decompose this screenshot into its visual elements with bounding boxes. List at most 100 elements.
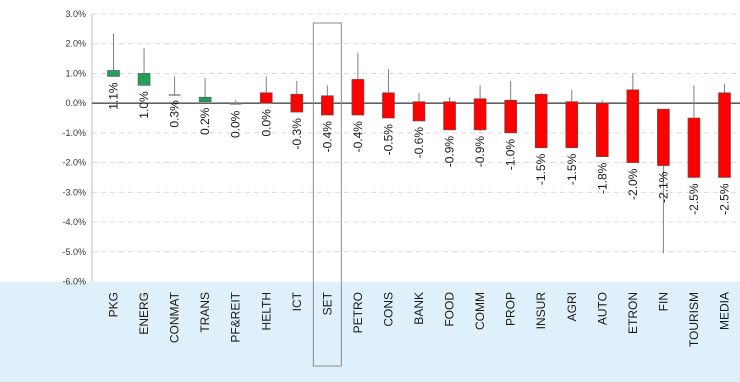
x-tick-label-media: MEDIA [718,292,732,330]
data-label-trans: 0.2% [198,107,212,135]
data-label-food: -0.9% [443,136,457,168]
candle-body [168,94,181,96]
candle-insur [534,92,548,149]
data-label-helth: 0.0% [259,109,273,137]
y-tick-label: -6.0% [62,277,86,287]
candle-bank [412,92,426,122]
data-label-bank: -0.6% [412,127,426,159]
x-axis-band [0,281,740,382]
data-label-tourism: -2.5% [687,183,701,215]
y-tick-label: 0.0% [65,98,86,108]
data-label-ict: -0.3% [290,118,304,150]
x-tick-label-ict: ICT [290,291,304,311]
x-tick-label-petro: PETRO [351,292,365,333]
data-label-auto: -1.8% [595,162,609,194]
x-tick-label-etron: ETRON [626,292,640,334]
candle-cons [382,68,395,119]
candle-body [382,92,395,119]
candle-ict [290,80,304,113]
y-tick-label: -1.0% [62,128,86,138]
data-label-conmat: 0.3% [168,100,182,128]
y-tick-label: -5.0% [62,247,86,257]
y-tick-label: 2.0% [65,39,86,49]
candle-body [687,117,701,178]
candle-food [443,97,456,131]
candle-body [259,92,273,104]
candle-set [321,85,334,116]
candle-body [351,79,365,116]
candle-body [107,70,120,77]
data-label-insur: -1.5% [534,153,548,185]
candle-conmat [168,76,181,96]
candle-comm [473,85,487,132]
highlight-box [312,22,342,367]
candle-body [321,95,334,116]
candle-petro [351,52,365,116]
y-tick-label: -2.0% [62,158,86,168]
data-label-agri: -1.5% [565,153,579,185]
candle-trans [198,77,212,102]
data-label-pkg: 1.1% [107,82,121,110]
x-tick-label-tourism: TOURISM [687,292,701,347]
data-label-comm: -0.9% [473,136,487,168]
candles [107,33,731,254]
candle-media [718,83,731,178]
y-axis-tick-labels: 3.0% 2.0% 1.0% 0.0% -1.0% -2.0% -3.0% -4.0% -5.0… [62,9,86,287]
candle-body [229,103,242,105]
candle-auto [595,100,609,157]
data-label-fin: -2.1% [656,171,670,203]
x-tick-label-bank: BANK [412,292,426,325]
data-label-energ: 1.0% [137,91,151,119]
x-tick-label-insur: INSUR [534,292,548,330]
y-tick-label: 3.0% [65,9,86,19]
candle-body [412,101,426,122]
candle-fin [657,108,670,254]
candle-body [565,101,579,149]
data-label-set: -0.4% [320,121,334,153]
candle-helth [259,76,273,104]
x-tick-label-pkg: PKG [107,292,121,317]
y-tick-label: -3.0% [62,187,86,197]
x-tick-label-energ: ENERG [137,292,151,335]
x-tick-label-trans: TRANS [198,292,212,333]
data-label-etron: -2.0% [626,168,640,200]
candle-energ [137,48,151,86]
candle-pf-reit [229,100,242,105]
x-tick-label-auto: AUTO [595,292,609,325]
x-tick-label-cons: CONS [381,292,395,327]
candle-pkg [107,33,120,77]
candle-body [473,98,487,131]
data-label-media: -2.5% [718,183,732,215]
candle-body [718,92,731,178]
x-tick-label-fin: FIN [656,292,670,311]
data-label-pf-reit: 0.0% [229,110,243,138]
candle-agri [565,89,579,149]
candle-body [443,101,456,131]
candle-body [595,102,609,157]
candle-body [534,93,548,149]
data-labels: 1.1% 1.0% 0.3% 0.2% 0.0% 0.0% -0.3% -0.4% -0.4% -… [107,82,732,215]
data-label-petro: -0.4% [351,121,365,153]
x-tick-label-prop: PROP [504,292,518,326]
candle-body [504,99,517,134]
candle-etron [626,73,640,163]
gridlines [92,13,740,253]
x-tick-label-set: SET [320,291,334,315]
x-tick-label-conmat: CONMAT [168,291,182,343]
candle-body [626,89,640,163]
x-axis-tick-labels: PKG ENERG CONMAT TRANS PF&REIT HELTH ICT SET PET… [107,291,732,347]
candle-prop [504,80,517,134]
candle-tourism [687,85,701,178]
x-tick-label-agri: AGRI [565,292,579,321]
data-label-prop: -1.0% [504,139,518,171]
x-tick-label-helth: HELTH [259,292,273,330]
y-tick-label: 1.0% [65,68,86,78]
candle-body [657,108,670,166]
x-tick-label-comm: COMM [473,292,487,330]
data-label-cons: -0.5% [381,124,395,156]
candle-body [137,73,151,86]
y-tick-label: -4.0% [62,217,86,227]
x-tick-label-pf-reit: PF&REIT [229,291,243,342]
candle-body [290,93,304,113]
